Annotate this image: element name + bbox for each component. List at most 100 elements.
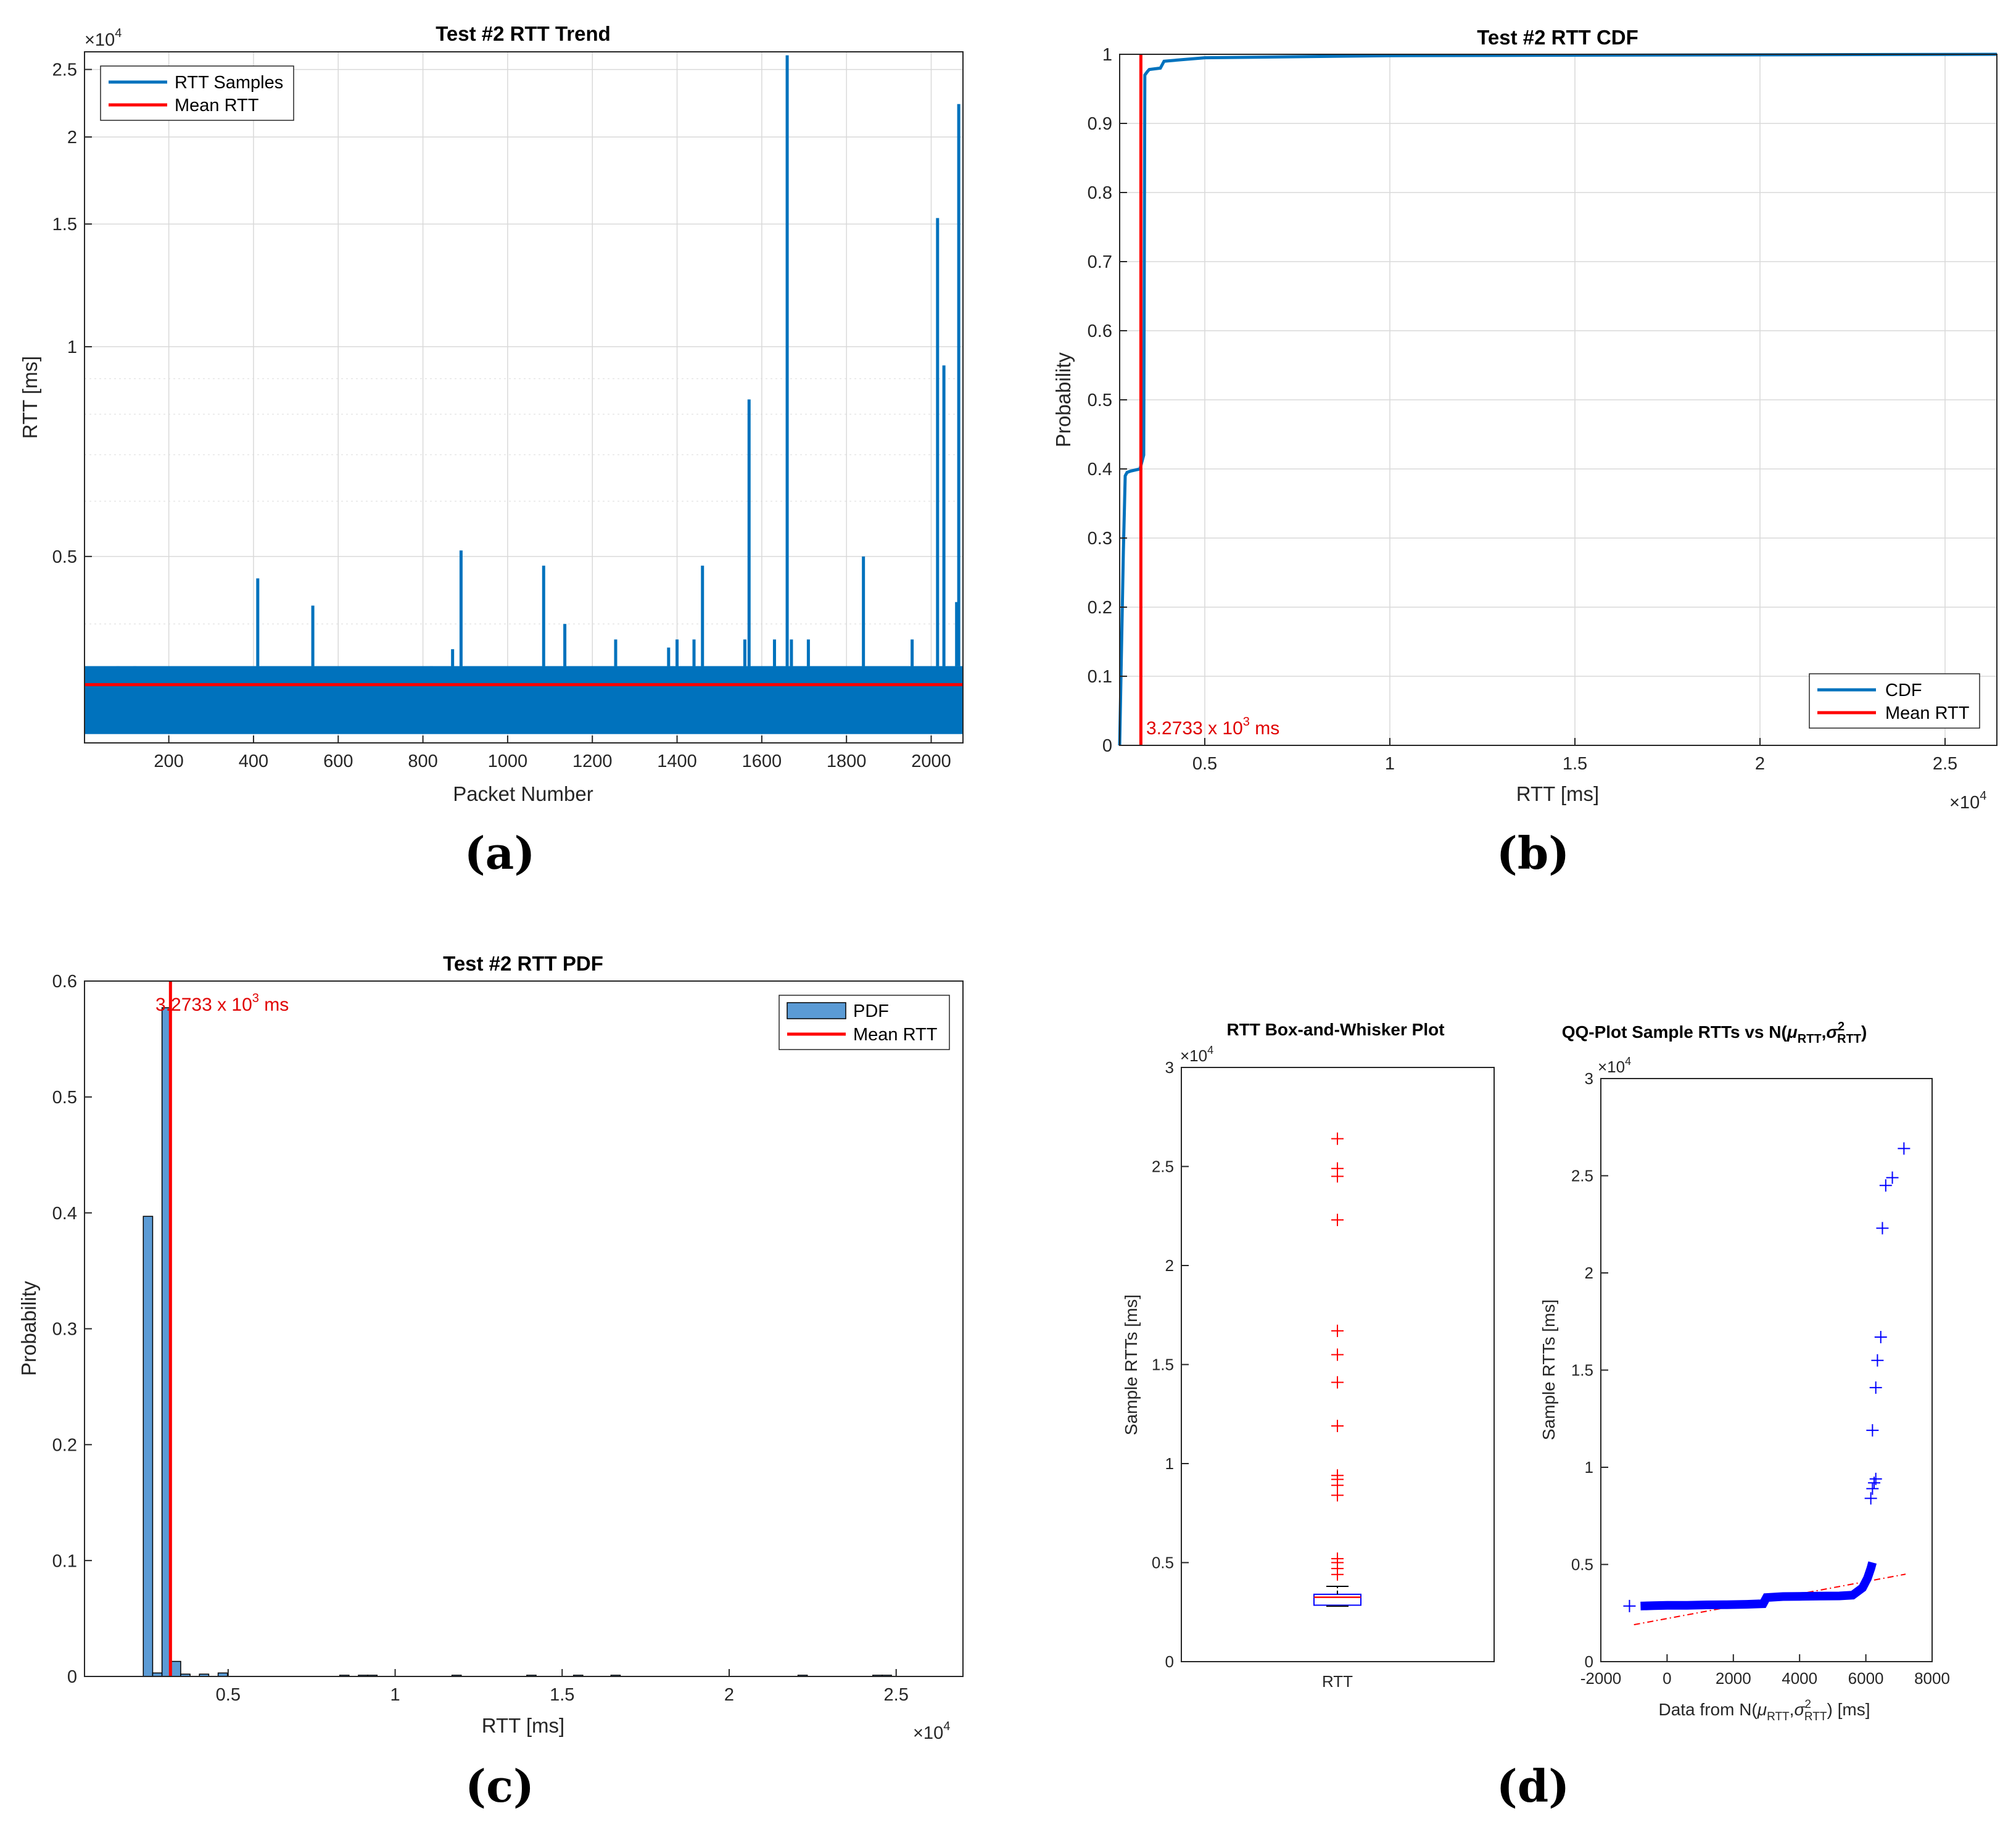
outlier-point bbox=[1331, 1214, 1344, 1227]
y-axis-label: Sample RTTs [ms] bbox=[1122, 1295, 1141, 1435]
x-tick-label: 1600 bbox=[742, 752, 782, 771]
x-tick-label: 600 bbox=[323, 752, 353, 771]
outlier-point bbox=[1331, 1489, 1344, 1502]
x-tick-label: 4000 bbox=[1782, 1669, 1817, 1688]
y-tick-label: 1 bbox=[67, 338, 77, 357]
chart-title: Test #2 RTT Trend bbox=[436, 22, 611, 45]
grid bbox=[85, 52, 963, 743]
x-tick-label: 1200 bbox=[572, 752, 613, 771]
x-axis-label: Packet Number bbox=[453, 782, 593, 805]
rtt-trend-chart: Test #2 RTT Trend 200 400 600 800 1000 1200 14… bbox=[19, 22, 964, 879]
rtt-sample-band bbox=[85, 666, 963, 734]
grid bbox=[1120, 54, 1997, 746]
x-axis-label: RTT [ms] bbox=[482, 1714, 564, 1737]
chart-title: QQ-Plot Sample RTTs vs N(μRTT,σ2 RTT) bbox=[1562, 1020, 1867, 1046]
x-tick-label: 0.5 bbox=[216, 1685, 241, 1705]
x-tick-label: 1.5 bbox=[1563, 754, 1587, 774]
y-tick-label: 3 bbox=[1165, 1058, 1174, 1077]
y-tick-label: 0 bbox=[67, 1667, 77, 1687]
outlier-point bbox=[1331, 1568, 1344, 1581]
qq-point bbox=[1871, 1354, 1884, 1367]
y-tick-label: 0.5 bbox=[1152, 1554, 1174, 1572]
y-tick-label: 1 bbox=[1585, 1458, 1593, 1477]
x-tick-label: 2 bbox=[724, 1685, 734, 1705]
y-ticks: 0 0.5 1 1.5 2 2.5 3 bbox=[1152, 1058, 1189, 1671]
pdf-bars bbox=[143, 1007, 892, 1677]
panel-label-a: (a) bbox=[465, 827, 535, 879]
x-tick-label: 800 bbox=[408, 752, 437, 771]
y-tick-label: 1 bbox=[1102, 45, 1112, 65]
category-label: RTT bbox=[1322, 1672, 1353, 1691]
qq-point bbox=[1866, 1424, 1879, 1437]
y-ticks: 0 0.1 0.2 0.3 0.4 0.5 0.6 bbox=[52, 972, 92, 1687]
x-tick-label: 1000 bbox=[488, 752, 528, 771]
x-tick-label: 0 bbox=[1663, 1669, 1671, 1688]
y-tick-label: 1.5 bbox=[1571, 1361, 1593, 1380]
y-tick-label: 2 bbox=[1585, 1264, 1593, 1282]
y-tick-label: 1 bbox=[1165, 1454, 1174, 1473]
qq-point bbox=[1898, 1142, 1911, 1155]
legend: PDF Mean RTT bbox=[779, 995, 950, 1050]
y-axis-label: RTT [ms] bbox=[19, 356, 41, 439]
qq-plot: QQ-Plot Sample RTTs vs N(μRTT,σ2 RTT) -20… bbox=[1497, 1020, 1950, 1812]
y-tick-label: 2.5 bbox=[1152, 1158, 1174, 1176]
y-tick-label: 0.4 bbox=[52, 1204, 77, 1224]
qq-point bbox=[1864, 1492, 1877, 1505]
legend: CDF Mean RTT bbox=[1809, 673, 1980, 729]
y-tick-label: 0 bbox=[1102, 736, 1112, 756]
y-ticks: 0 0.5 1 1.5 2 2.5 3 bbox=[1571, 1069, 1608, 1671]
y-tick-label: 0.3 bbox=[1088, 529, 1112, 549]
x-tick-label: 1.5 bbox=[550, 1685, 574, 1705]
qq-point bbox=[1869, 1381, 1882, 1394]
y-tick-label: 0.5 bbox=[52, 547, 77, 567]
qq-point bbox=[1879, 1179, 1892, 1192]
x-tick-label: 2000 bbox=[911, 752, 951, 771]
x-tick-label: 1400 bbox=[657, 752, 697, 771]
box-iqr bbox=[1313, 1593, 1361, 1606]
axis-exponent: ×104 bbox=[1949, 789, 1986, 813]
x-ticks: 0.5 1 1.5 2 2.5 bbox=[1192, 738, 1957, 774]
pdf-bar bbox=[143, 1216, 154, 1677]
x-tick-label: 2 bbox=[1755, 754, 1765, 774]
panel-label-d: (d) bbox=[1497, 1760, 1569, 1812]
x-tick-label: 8000 bbox=[1914, 1669, 1950, 1688]
outlier-point bbox=[1331, 1376, 1344, 1389]
x-axis-label: Data from N(μRTT,σ2 RTT) [ms] bbox=[1658, 1698, 1870, 1723]
legend-label-pdf: PDF bbox=[853, 1001, 889, 1021]
x-tick-label: 2.5 bbox=[884, 1685, 909, 1705]
qq-dense-points bbox=[1640, 1561, 1877, 1610]
chart-title: RTT Box-and-Whisker Plot bbox=[1226, 1020, 1444, 1039]
axis-exponent: ×104 bbox=[1598, 1055, 1631, 1076]
legend-label-mean-rtt: Mean RTT bbox=[853, 1025, 938, 1045]
y-tick-label: 0.2 bbox=[1088, 598, 1112, 618]
y-tick-label: 2 bbox=[67, 128, 77, 147]
y-tick-label: 0.3 bbox=[52, 1320, 77, 1340]
y-tick-label: 0.7 bbox=[1088, 252, 1112, 272]
legend-swatch-pdf bbox=[787, 1002, 846, 1019]
y-tick-label: 0.6 bbox=[1088, 321, 1112, 341]
panel-label-b: (b) bbox=[1497, 827, 1569, 879]
outlier-point bbox=[1331, 1132, 1344, 1145]
plot-area bbox=[84, 980, 964, 1677]
outlier-point bbox=[1331, 1348, 1344, 1361]
y-tick-label: 0.1 bbox=[1088, 667, 1112, 687]
x-tick-label: 200 bbox=[154, 752, 183, 771]
y-tick-label: 0.4 bbox=[1088, 460, 1112, 479]
outlier-point bbox=[1331, 1170, 1344, 1183]
qq-point bbox=[1874, 1330, 1887, 1343]
x-tick-label: 1 bbox=[390, 1685, 400, 1705]
plot-area bbox=[84, 51, 964, 744]
y-tick-label: 0 bbox=[1585, 1652, 1593, 1671]
x-tick-label: 0.5 bbox=[1192, 754, 1217, 774]
cdf-series bbox=[1118, 52, 1997, 746]
rtt-pdf-chart: Test #2 RTT PDF 0.5 1 1.5 2 2.5 0 0.1 0.2 0.3 0.… bbox=[17, 952, 964, 1812]
y-tick-label: 2.5 bbox=[52, 60, 77, 80]
x-ticks: 200 400 600 800 1000 1200 1400 1600 1800 2000 bbox=[154, 735, 951, 771]
legend-label-mean-rtt: Mean RTT bbox=[175, 96, 259, 115]
qq-point bbox=[1869, 1472, 1882, 1485]
box bbox=[1313, 1586, 1361, 1607]
rtt-samples-series bbox=[85, 55, 963, 734]
x-tick-label: -2000 bbox=[1580, 1669, 1622, 1688]
y-tick-label: 0.1 bbox=[52, 1551, 77, 1571]
